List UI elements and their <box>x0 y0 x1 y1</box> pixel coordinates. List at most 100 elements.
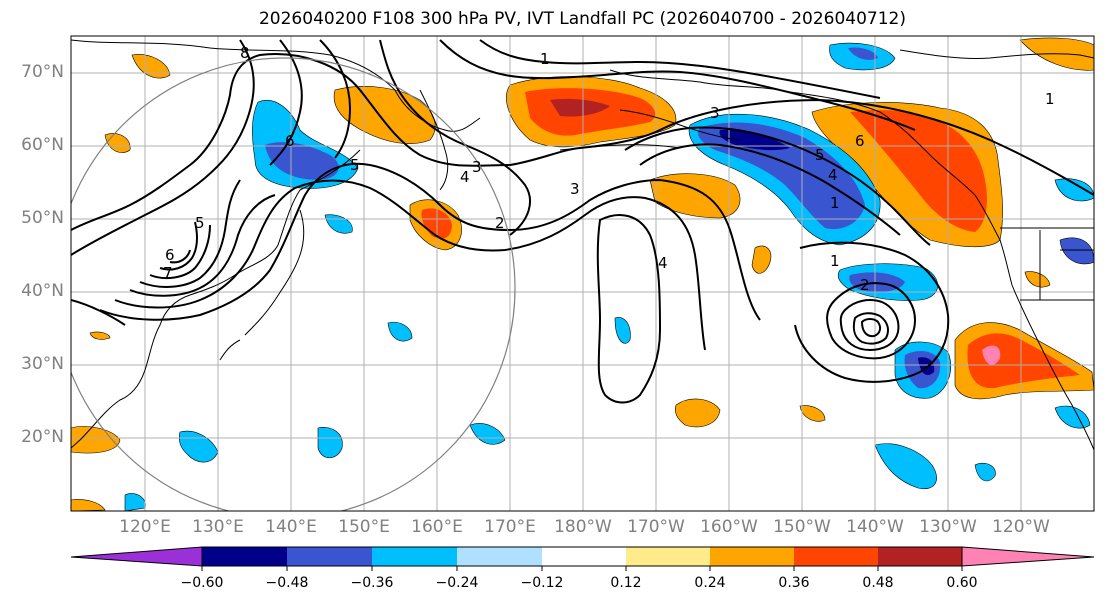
negative-anomaly-subtropical-east <box>874 443 937 490</box>
lat-label: 60°N <box>21 135 64 155</box>
contour-label: 4 <box>658 254 668 272</box>
contour-labels: 1 1 1 1 2 2 3 3 3 4 4 4 5 5 5 6 6 6 7 8 <box>163 44 1055 294</box>
negative-anomaly-central-pacific <box>469 423 506 445</box>
lon-label: 140°E <box>265 517 317 537</box>
lon-label: 160°E <box>411 517 463 537</box>
colorbar <box>70 546 1095 571</box>
contour-label: 1 <box>540 50 550 68</box>
contour-label: 1 <box>1045 90 1055 108</box>
colorbar-extend-low <box>70 546 203 567</box>
contour-label: 6 <box>165 246 175 264</box>
map-frame <box>70 35 1095 512</box>
contour-label: 5 <box>815 146 825 164</box>
colorbar-tick-label: −0.24 <box>435 575 479 591</box>
positive-max-bering <box>550 98 610 117</box>
negative-core-okhotsk <box>265 142 339 180</box>
lon-label: 170°E <box>484 517 536 537</box>
negative-anomaly-philippine-sea <box>178 430 219 463</box>
negative-anomaly-small-d <box>974 462 996 482</box>
canada-state-lines <box>1020 230 1094 301</box>
lat-label: 30°N <box>21 354 64 374</box>
contour-label: 4 <box>460 168 470 186</box>
positive-anomaly-small-3 <box>131 54 171 79</box>
contour-label: 3 <box>472 158 482 176</box>
positive-anomaly-small-4 <box>799 405 826 422</box>
colorbar-segment <box>372 547 457 566</box>
negative-anomaly-east-alaska <box>1054 178 1094 202</box>
lon-label: 120°E <box>119 517 171 537</box>
lon-label: 150°W <box>773 517 831 537</box>
lon-label: 130°E <box>192 517 244 537</box>
negative-max-gulf-alaska-west <box>719 129 790 151</box>
colorbar-tick-label: −0.48 <box>265 575 309 591</box>
alaska-coast <box>609 69 976 196</box>
contour-label: 5 <box>350 156 360 174</box>
contour-label: 3 <box>710 104 720 122</box>
contour-label: 1 <box>830 194 840 212</box>
colorbar-segment <box>287 547 372 566</box>
colorbar-segment <box>542 547 626 566</box>
positive-anomaly-small-6 <box>1024 271 1051 288</box>
contour-label: 2 <box>495 214 505 232</box>
coastlines <box>71 39 1094 451</box>
contour-label: 2 <box>860 276 870 294</box>
lon-label: 160°W <box>700 517 758 537</box>
japan-coast <box>219 209 305 361</box>
contour-label: 1 <box>830 252 840 270</box>
colorbar-tick-label: 0.12 <box>610 575 642 591</box>
contour-label: 7 <box>163 264 173 282</box>
colorbar-tick-label: 0.24 <box>694 575 726 591</box>
colorbar-tick-label: −0.36 <box>350 575 394 591</box>
colorbar-ticks <box>201 566 963 571</box>
positive-anomaly-okhotsk <box>333 86 436 145</box>
negative-anomaly-small-b <box>387 321 413 342</box>
lon-label: 170°W <box>627 517 685 537</box>
lon-label: 130°W <box>919 517 977 537</box>
pv-contours <box>71 39 1094 404</box>
distance-ring <box>71 57 516 511</box>
kamchatka-coast <box>419 89 449 191</box>
contour-label: 4 <box>828 166 838 184</box>
north-america-coast <box>974 194 1094 451</box>
lat-label: 50°N <box>21 208 64 228</box>
colorbar-tick-label: 0.60 <box>946 575 978 591</box>
contour-label: 5 <box>195 214 205 232</box>
negative-core-arctic <box>848 47 878 60</box>
positive-anomaly-small-5 <box>71 499 106 511</box>
arctic-coast <box>899 49 1094 59</box>
positive-anomaly-southwest <box>71 426 121 454</box>
colorbar-segment <box>794 547 878 566</box>
lon-label: 150°E <box>338 517 390 537</box>
colorbar-tick-label: −0.60 <box>180 575 224 591</box>
colorbar-tick-label: 0.36 <box>778 575 810 591</box>
positive-core-gulf-alaska <box>850 110 987 232</box>
contour-label: 8 <box>240 44 250 62</box>
lon-label: 180°W <box>554 517 612 537</box>
positive-anomaly-small-2 <box>104 133 131 153</box>
negative-anomaly-western-pacific <box>317 427 343 459</box>
negative-anomaly-great-basin <box>1059 237 1094 265</box>
figure-title: 2026040200 F108 300 hPa PV, IVT Landfall… <box>258 9 906 29</box>
lat-label: 40°N <box>21 281 64 301</box>
colorbar-tick-label: −0.12 <box>520 575 564 591</box>
colorbar-segment <box>202 547 287 566</box>
colorbar-segment <box>626 547 710 566</box>
colorbar-segment <box>878 547 962 566</box>
gridlines <box>71 36 1094 511</box>
positive-anomaly-hawaii-north <box>674 398 721 428</box>
positive-anomaly-small-1 <box>751 245 772 274</box>
colorbar-extend-high <box>961 546 1095 567</box>
lat-label: 70°N <box>21 62 64 82</box>
lon-label: 120°W <box>992 517 1050 537</box>
asia-coast <box>71 39 481 449</box>
contour-label: 6 <box>285 132 295 150</box>
colorbar-segment <box>457 547 542 566</box>
colorbar-tick-label: 0.48 <box>862 575 894 591</box>
negative-anomaly-small-c <box>614 317 631 344</box>
contour-label: 6 <box>855 132 865 150</box>
positive-max-california <box>982 345 1001 365</box>
positive-anomaly-small-7 <box>89 331 111 340</box>
lon-label: 140°W <box>846 517 904 537</box>
colorbar-frame <box>201 546 963 567</box>
